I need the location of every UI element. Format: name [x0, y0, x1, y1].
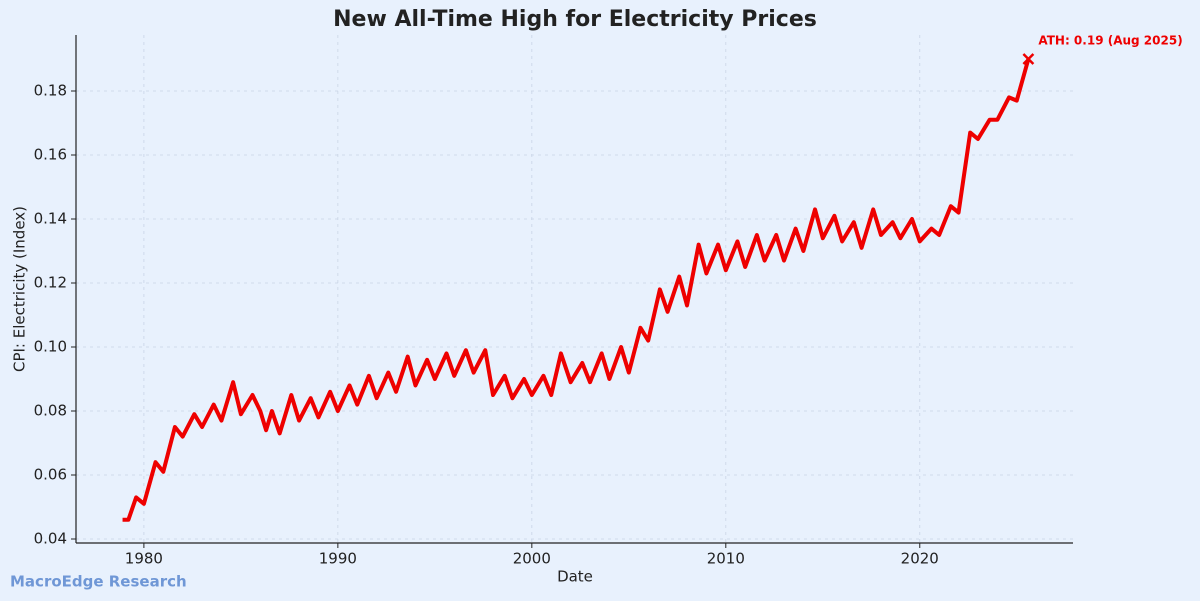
x-tick-label: 1990 — [319, 550, 357, 568]
y-tick-label: 0.12 — [34, 274, 67, 292]
y-tick-label: 0.14 — [34, 210, 67, 228]
x-tick-label: 2020 — [901, 550, 939, 568]
x-tick-label: 2010 — [707, 550, 745, 568]
y-tick-label: 0.08 — [34, 402, 67, 420]
y-tick-label: 0.18 — [34, 82, 67, 100]
annotation: ATH: 0.19 (Aug 2025) — [1038, 34, 1182, 48]
x-tick-label: 1980 — [125, 550, 163, 568]
y-axis-label: CPI: Electricity (Index) — [11, 206, 29, 372]
y-tick-label: 0.06 — [34, 466, 67, 484]
line-series — [122, 58, 1031, 522]
x-axis-label: Date — [557, 568, 593, 586]
x-tick-label: 2000 — [513, 550, 551, 568]
chart-title: New All-Time High for Electricity Prices — [333, 7, 817, 32]
watermark: MacroEdge Research — [10, 573, 187, 591]
y-tick-label: 0.10 — [34, 338, 67, 356]
ath-marker — [1022, 53, 1035, 65]
y-tick-label: 0.04 — [34, 530, 67, 548]
y-tick-label: 0.16 — [34, 146, 67, 164]
